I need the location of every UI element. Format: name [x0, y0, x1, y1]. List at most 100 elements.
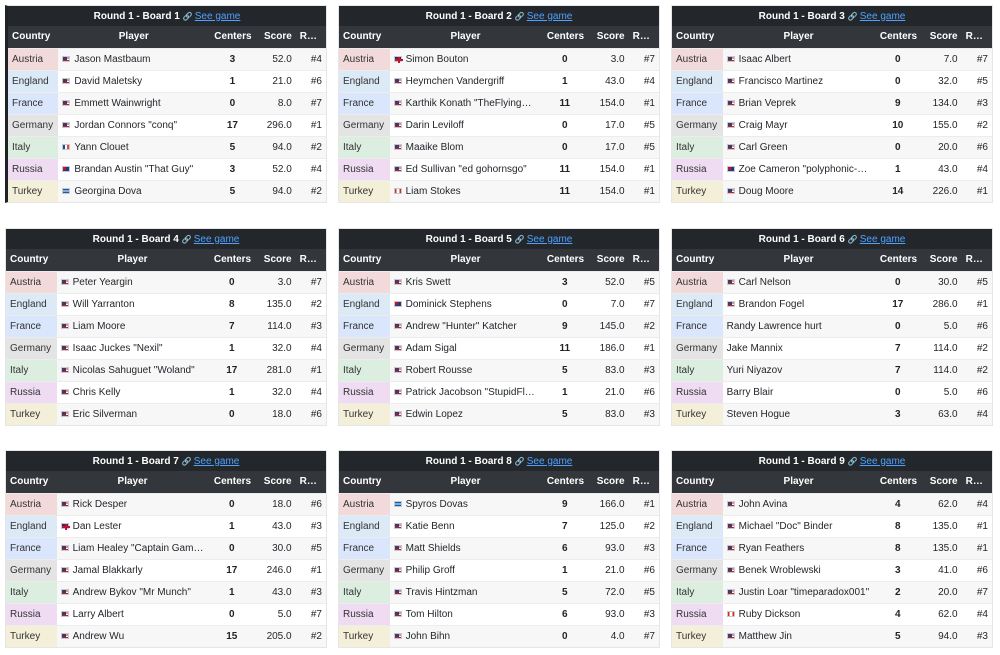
see-game-link[interactable]: See game: [526, 10, 573, 22]
column-header-score[interactable]: Score: [921, 471, 962, 493]
column-header-player[interactable]: Player: [722, 26, 875, 48]
flag-us-icon: [726, 522, 735, 529]
player-cell: Patrick Jacobson "StupidFlandrs48": [389, 380, 542, 403]
link-icon[interactable]: 🔗: [514, 11, 525, 21]
see-game-link[interactable]: See game: [526, 233, 573, 245]
column-header-centers[interactable]: Centers: [541, 26, 589, 48]
rank-cell: #3: [628, 402, 659, 425]
score-cell: 94.0: [255, 135, 296, 158]
column-header-player[interactable]: Player: [722, 471, 875, 493]
column-header-score[interactable]: Score: [255, 249, 296, 271]
column-header-score[interactable]: Score: [588, 26, 629, 48]
column-header-centers[interactable]: Centers: [874, 471, 922, 493]
column-header-country[interactable]: Country: [339, 471, 390, 493]
column-header-centers[interactable]: Centers: [874, 249, 922, 271]
column-header-player[interactable]: Player: [389, 249, 542, 271]
link-icon[interactable]: 🔗: [514, 234, 525, 244]
standings-table: Round 1 - Board 3 🔗 See game Country Player C…: [672, 6, 992, 202]
see-game-link[interactable]: See game: [859, 233, 906, 245]
column-header-centers[interactable]: Centers: [209, 26, 256, 48]
link-icon[interactable]: 🔗: [847, 456, 858, 466]
column-header-score[interactable]: Score: [588, 249, 629, 271]
see-game-link[interactable]: See game: [859, 10, 906, 22]
board-title-cell: Round 1 - Board 4 🔗 See game: [6, 229, 326, 249]
column-header-player[interactable]: Player: [58, 26, 210, 48]
see-game-link[interactable]: See game: [193, 233, 240, 245]
player-cell: Yuri Niyazov: [722, 358, 875, 381]
country-cell: Germany: [8, 113, 59, 136]
column-header-centers[interactable]: Centers: [541, 249, 589, 271]
column-header-score[interactable]: Score: [255, 471, 296, 493]
flag-us-icon: [393, 121, 402, 128]
column-header-score[interactable]: Score: [921, 26, 962, 48]
link-icon[interactable]: 🔗: [847, 11, 858, 21]
column-header-centers[interactable]: Centers: [208, 471, 256, 493]
flag-us-icon: [726, 566, 735, 573]
player-name: Kris Swett: [405, 276, 451, 288]
column-header-rank[interactable]: Rank: [295, 249, 326, 271]
column-header-score[interactable]: Score: [255, 26, 296, 48]
see-game-link[interactable]: See game: [526, 455, 573, 467]
see-game-link[interactable]: See game: [194, 10, 241, 22]
player-name: Chris Kelly: [72, 386, 121, 398]
column-header-player[interactable]: Player: [56, 249, 209, 271]
column-header-player[interactable]: Player: [389, 471, 542, 493]
column-header-rank[interactable]: Rank: [295, 26, 326, 48]
table-row: England Dominick Stephens 0 7.0 #7: [339, 292, 659, 315]
column-header-country[interactable]: Country: [672, 249, 723, 271]
column-header-country[interactable]: Country: [6, 249, 57, 271]
column-header-centers[interactable]: Centers: [874, 26, 922, 48]
link-icon[interactable]: 🔗: [181, 234, 192, 244]
score-cell: 3.0: [588, 47, 629, 70]
country-cell: Turkey: [672, 624, 723, 647]
column-header-rank[interactable]: Rank: [628, 249, 659, 271]
player-name: Brandon Fogel: [738, 298, 805, 310]
column-header-centers[interactable]: Centers: [208, 249, 256, 271]
link-icon[interactable]: 🔗: [847, 234, 858, 244]
column-header-country[interactable]: Country: [339, 249, 390, 271]
column-header-rank[interactable]: Rank: [628, 471, 659, 493]
column-header-centers[interactable]: Centers: [541, 471, 589, 493]
column-header-rank[interactable]: Rank: [961, 26, 992, 48]
table-row: Italy Justin Loar "timeparadox001" 2 20.0 #7: [672, 580, 992, 603]
country-cell: Germany: [672, 336, 723, 359]
column-header-score[interactable]: Score: [921, 249, 962, 271]
score-cell: 226.0: [921, 179, 962, 202]
score-cell: 154.0: [588, 91, 629, 114]
column-header-country[interactable]: Country: [672, 26, 723, 48]
player-name: Craig Mayr: [738, 119, 788, 131]
board-table-1: Round 1 - Board 1 🔗 See game Country Player C…: [5, 5, 327, 203]
column-header-rank[interactable]: Rank: [295, 471, 326, 493]
country-cell: England: [339, 69, 390, 92]
column-header-rank[interactable]: Rank: [961, 249, 992, 271]
country-cell: Russia: [8, 157, 59, 180]
column-header-country[interactable]: Country: [339, 26, 390, 48]
see-game-link[interactable]: See game: [193, 455, 240, 467]
rank-cell: #2: [961, 113, 992, 136]
column-header-player[interactable]: Player: [56, 471, 209, 493]
column-header-country[interactable]: Country: [672, 471, 723, 493]
centers-cell: 0: [541, 624, 589, 647]
table-row: Austria Jason Mastbaum 3 52.0 #4: [8, 47, 326, 70]
link-icon[interactable]: 🔗: [514, 456, 525, 466]
link-icon[interactable]: 🔗: [181, 456, 192, 466]
flag-us-icon: [60, 300, 69, 307]
column-header-rank[interactable]: Rank: [961, 471, 992, 493]
player-cell: Ryan Feathers: [722, 536, 875, 559]
column-header-country[interactable]: Country: [6, 471, 57, 493]
score-cell: 166.0: [588, 492, 629, 515]
table-row: France Emmett Wainwright 0 8.0 #7: [8, 91, 326, 114]
centers-cell: 7: [874, 336, 922, 359]
player-cell: Matthew Jin: [722, 624, 875, 647]
flag-us-icon: [726, 278, 735, 285]
column-header-player[interactable]: Player: [722, 249, 875, 271]
column-header-score[interactable]: Score: [588, 471, 629, 493]
column-header-country[interactable]: Country: [8, 26, 59, 48]
link-icon[interactable]: 🔗: [182, 11, 193, 21]
see-game-link[interactable]: See game: [859, 455, 906, 467]
player-name: David Maletsky: [74, 75, 143, 87]
column-header-rank[interactable]: Rank: [628, 26, 659, 48]
column-header-player[interactable]: Player: [389, 26, 542, 48]
player-cell: Karthik Konath "TheFlyingBoat": [389, 91, 542, 114]
centers-cell: 3: [209, 157, 256, 180]
